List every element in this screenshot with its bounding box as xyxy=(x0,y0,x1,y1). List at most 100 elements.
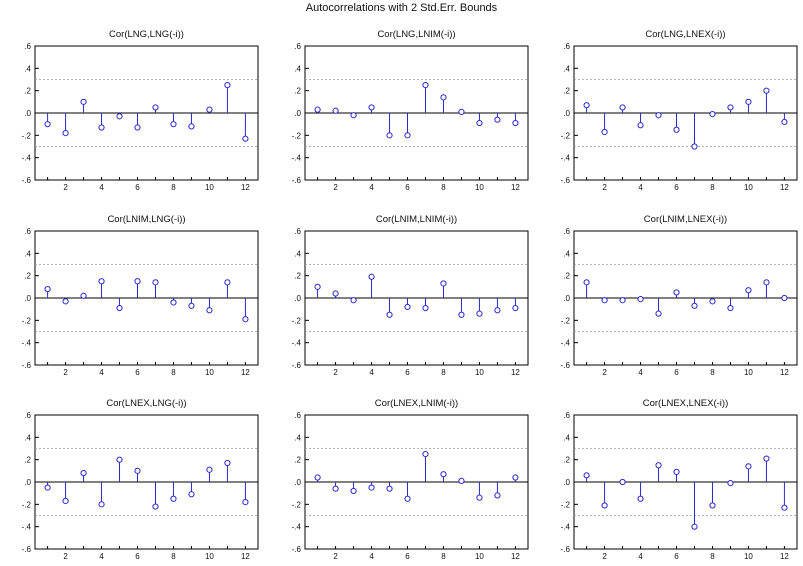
y-tick-label: .2 xyxy=(24,456,31,465)
x-tick-label: 6 xyxy=(405,368,410,377)
panel-title: Cor(LNIM,LNEX(-i)) xyxy=(644,214,727,225)
y-tick-label: .6 xyxy=(24,411,31,420)
y-tick-label: .2 xyxy=(563,87,570,96)
acf-point xyxy=(709,298,716,305)
y-tick-label: .0 xyxy=(563,294,570,303)
y-tick-label: -.2 xyxy=(292,316,302,325)
x-tick-label: 2 xyxy=(63,183,68,192)
acf-point xyxy=(691,523,698,530)
y-tick-label: -.4 xyxy=(22,339,32,348)
acf-point xyxy=(350,112,357,119)
acf-point xyxy=(314,106,321,113)
y-tick-label: .4 xyxy=(294,433,301,442)
x-tick-label: 2 xyxy=(63,368,68,377)
acf-point xyxy=(170,495,177,502)
y-tick-label: -.6 xyxy=(561,176,571,185)
y-tick-label: .6 xyxy=(24,42,31,51)
y-tick-label: .4 xyxy=(24,433,31,442)
x-tick-label: 12 xyxy=(780,368,789,377)
acf-point xyxy=(763,87,770,94)
x-tick-label: 2 xyxy=(333,368,338,377)
acf-point xyxy=(494,116,501,123)
x-tick-label: 10 xyxy=(475,183,484,192)
y-tick-label: .2 xyxy=(563,456,570,465)
acf-point xyxy=(80,469,87,477)
acf-point xyxy=(655,462,662,469)
acf-point xyxy=(494,492,501,499)
acf-point xyxy=(350,487,357,495)
acf-point xyxy=(458,311,465,318)
acf-point xyxy=(152,279,159,286)
acf-point xyxy=(80,292,87,299)
x-tick-label: 4 xyxy=(369,552,374,561)
x-tick-label: 6 xyxy=(135,552,140,561)
acf-point xyxy=(242,135,249,142)
x-tick-label: 4 xyxy=(99,552,104,561)
y-tick-label: .6 xyxy=(563,227,570,236)
acf-point xyxy=(134,278,141,285)
x-tick-label: 12 xyxy=(511,552,520,561)
acf-point xyxy=(224,459,231,467)
y-tick-label: -.6 xyxy=(292,176,302,185)
panel-title: Cor(LNIM,LNIM(-i)) xyxy=(376,214,457,225)
panel-8: Cor(LNEX,LNIM(-i)) -.6 -.4 -.2 .0 .2 .4 .6 2 4 6 8 1… xyxy=(292,398,529,561)
acf-point xyxy=(314,283,321,290)
acf-point xyxy=(62,130,69,137)
acf-point xyxy=(763,455,770,462)
x-tick-label: 8 xyxy=(441,368,446,377)
acf-point xyxy=(368,273,375,280)
x-tick-label: 6 xyxy=(405,552,410,561)
x-tick-label: 2 xyxy=(333,183,338,192)
acf-point xyxy=(368,484,375,491)
x-tick-label: 2 xyxy=(602,368,607,377)
panel-title: Cor(LNG,LNIM(-i)) xyxy=(377,29,455,40)
acf-point xyxy=(152,104,159,111)
acf-point xyxy=(476,494,483,501)
acf-point xyxy=(422,450,429,458)
acf-point xyxy=(619,478,626,486)
y-tick-label: .0 xyxy=(294,109,301,118)
acf-point xyxy=(62,497,69,505)
x-tick-label: 8 xyxy=(710,552,715,561)
y-tick-label: -.2 xyxy=(561,131,571,140)
acf-point xyxy=(332,107,339,114)
y-tick-label: .4 xyxy=(294,64,301,73)
panel-3: Cor(LNG,LNEX(-i)) -.6 -.4 -.2 .0 .2 .4 .6 2 4 6 8 10… xyxy=(561,29,798,192)
acf-point xyxy=(673,468,680,476)
y-tick-label: .2 xyxy=(294,272,301,281)
y-tick-label: -.4 xyxy=(561,339,571,348)
y-tick-label: .4 xyxy=(563,64,570,73)
y-tick-label: -.6 xyxy=(22,361,32,370)
acf-point xyxy=(619,104,626,111)
y-tick-label: .6 xyxy=(24,227,31,236)
y-tick-label: -.4 xyxy=(292,523,302,532)
panel-title: Cor(LNEX,LNEX(-i)) xyxy=(643,398,729,409)
y-tick-label: -.6 xyxy=(292,545,302,554)
acf-point xyxy=(440,280,447,287)
panel-title: Cor(LNG,LNEX(-i)) xyxy=(645,29,725,40)
acf-point xyxy=(458,108,465,115)
acf-point xyxy=(476,310,483,317)
x-tick-label: 2 xyxy=(63,552,68,561)
y-tick-label: .2 xyxy=(294,456,301,465)
y-tick-label: .0 xyxy=(294,478,301,487)
y-tick-label: -.6 xyxy=(292,361,302,370)
x-tick-label: 8 xyxy=(441,183,446,192)
panel-2: Cor(LNG,LNIM(-i)) -.6 -.4 -.2 .0 .2 .4 .6 2 4 6 8 10… xyxy=(292,29,529,192)
x-tick-label: 8 xyxy=(171,552,176,561)
acf-point xyxy=(512,304,519,312)
x-tick-label: 8 xyxy=(710,368,715,377)
acf-point xyxy=(80,98,87,105)
y-tick-label: -.4 xyxy=(561,523,571,532)
y-tick-label: .4 xyxy=(24,249,31,258)
panel-9: Cor(LNEX,LNEX(-i)) -.6 -.4 -.2 .0 .2 .4 .6 2 4 6 8 1… xyxy=(561,398,798,561)
y-tick-label: -.2 xyxy=(561,316,571,325)
x-tick-label: 4 xyxy=(638,368,643,377)
panel-1: Cor(LNG,LNG(-i)) -.6 -.4 -.2 .0 .2 .4 .6 2 4 6 8 10 1… xyxy=(22,29,259,192)
x-tick-label: 4 xyxy=(638,183,643,192)
acf-point xyxy=(781,504,788,511)
acf-point xyxy=(745,287,752,294)
acf-point xyxy=(98,124,105,131)
acf-point xyxy=(206,307,213,314)
x-tick-label: 10 xyxy=(205,183,214,192)
